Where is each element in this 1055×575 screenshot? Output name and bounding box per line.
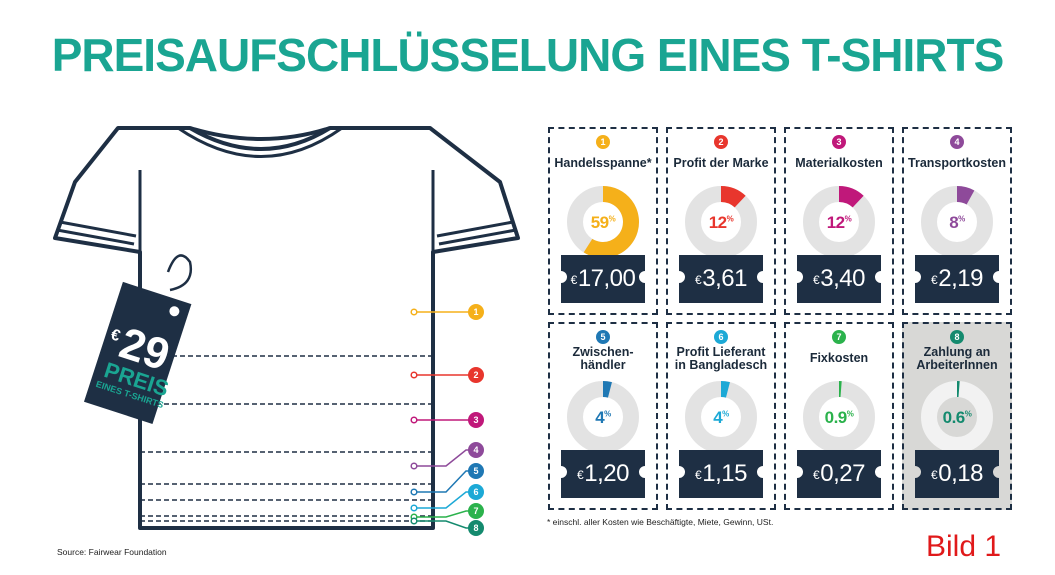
donut-slice xyxy=(720,186,746,208)
card-percent: 12% xyxy=(708,213,734,232)
page-title: PREISAUFSCHLÜSSELUNG EINES T-SHIRTS xyxy=(51,29,1005,81)
legend-anchor-dot xyxy=(410,462,418,470)
legend-badge-7: 7 xyxy=(468,503,484,519)
card-number-badge: 1 xyxy=(596,135,610,149)
card-label: Profit Lieferant in Bangladesch xyxy=(674,345,768,372)
card-percent: 8% xyxy=(949,213,965,232)
donut-chart xyxy=(803,186,875,258)
card-label: Zahlung an ArbeiterInnen xyxy=(916,345,998,372)
legend-anchor-dot xyxy=(410,504,418,512)
donut-slice xyxy=(838,186,864,208)
legend-anchor-dot xyxy=(410,416,418,424)
legend-badge-5: 5 xyxy=(468,463,484,479)
card-percent: 0.6% xyxy=(942,408,972,427)
card-number-badge: 4 xyxy=(950,135,964,149)
donut-slice xyxy=(602,381,612,398)
legend-anchor-dot xyxy=(410,308,418,316)
price-card-2: 2 Profit der Marke 12% €3,61 xyxy=(666,127,776,315)
donut-chart xyxy=(921,381,993,453)
card-label: Zwischen-händler xyxy=(572,345,634,372)
footnote: * einschl. aller Kosten wie Beschäftigte… xyxy=(547,517,774,527)
card-percent: 4% xyxy=(713,408,729,427)
price-ticket xyxy=(679,255,763,303)
donut-slice xyxy=(956,186,975,205)
card-number-badge: 5 xyxy=(596,330,610,344)
card-percent: 0.9% xyxy=(824,408,854,427)
donut-chart xyxy=(567,381,639,453)
legend-anchor-dot xyxy=(410,517,418,525)
donut-chart xyxy=(803,381,875,453)
source-note: Source: Fairwear Foundation xyxy=(57,547,167,557)
figure-label: Bild 1 xyxy=(926,530,1002,563)
card-number-badge: 8 xyxy=(950,330,964,344)
card-price: €17,00 xyxy=(570,265,636,292)
price-card-5: 5 Zwischen-händler 4% €1,20 xyxy=(548,322,658,510)
card-percent: 12% xyxy=(826,213,852,232)
legend-anchor-dot xyxy=(410,371,418,379)
card-price: €3,61 xyxy=(695,265,747,292)
price-ticket xyxy=(561,450,645,498)
price-card-3: 3 Materialkosten 12% €3,40 xyxy=(784,127,894,315)
legend-badge-1: 1 xyxy=(468,304,484,320)
legend-badge-8: 8 xyxy=(468,520,484,536)
legend-anchor-dot xyxy=(410,488,418,496)
price-ticket xyxy=(561,255,645,303)
card-percent: 4% xyxy=(595,408,611,427)
price-card-6: 6 Profit Lieferant in Bangladesch 4% €1,15 xyxy=(666,322,776,510)
price-card-8: 8 Zahlung an ArbeiterInnen 0.6% €0,18 xyxy=(902,322,1012,510)
card-label: Transportkosten xyxy=(908,156,1006,170)
card-percent: 59% xyxy=(590,213,616,232)
card-price: €1,20 xyxy=(577,460,629,487)
price-ticket xyxy=(915,255,999,303)
card-number-badge: 6 xyxy=(714,330,728,344)
card-number-badge: 7 xyxy=(832,330,846,344)
card-label: Materialkosten xyxy=(795,156,883,170)
donut-chart xyxy=(685,186,757,258)
card-price: €0,18 xyxy=(931,460,983,487)
card-price: €3,40 xyxy=(813,265,865,292)
card-label: Profit der Marke xyxy=(673,156,769,170)
price-card-4: 4 Transportkosten 8% €2,19 xyxy=(902,127,1012,315)
card-price: €2,19 xyxy=(931,265,983,292)
donut-chart xyxy=(567,186,639,258)
price-ticket xyxy=(797,255,881,303)
card-price: €1,15 xyxy=(695,460,747,487)
price-ticket xyxy=(797,450,881,498)
price-ticket xyxy=(915,450,999,498)
tshirt-illustration: € 29 PREIS EINES T-SHIRTS xyxy=(53,126,520,530)
legend-badge-3: 3 xyxy=(468,412,484,428)
card-number-badge: 2 xyxy=(714,135,728,149)
price-card-1: 1 Handelsspanne* 59% €17,00 xyxy=(548,127,658,315)
legend-badge-6: 6 xyxy=(468,484,484,500)
card-number-badge: 3 xyxy=(832,135,846,149)
donut-slice xyxy=(583,186,639,258)
donut-slice xyxy=(720,381,730,398)
card-label: Handelsspanne* xyxy=(554,156,652,170)
legend-badge-2: 2 xyxy=(468,367,484,383)
card-label: Fixkosten xyxy=(809,351,869,365)
donut-chart xyxy=(921,186,993,258)
legend-badge-4: 4 xyxy=(468,442,484,458)
price-ticket xyxy=(679,450,763,498)
donut-chart xyxy=(685,381,757,453)
card-price: €0,27 xyxy=(813,460,865,487)
price-card-7: 7 Fixkosten 0.9% €0,27 xyxy=(784,322,894,510)
